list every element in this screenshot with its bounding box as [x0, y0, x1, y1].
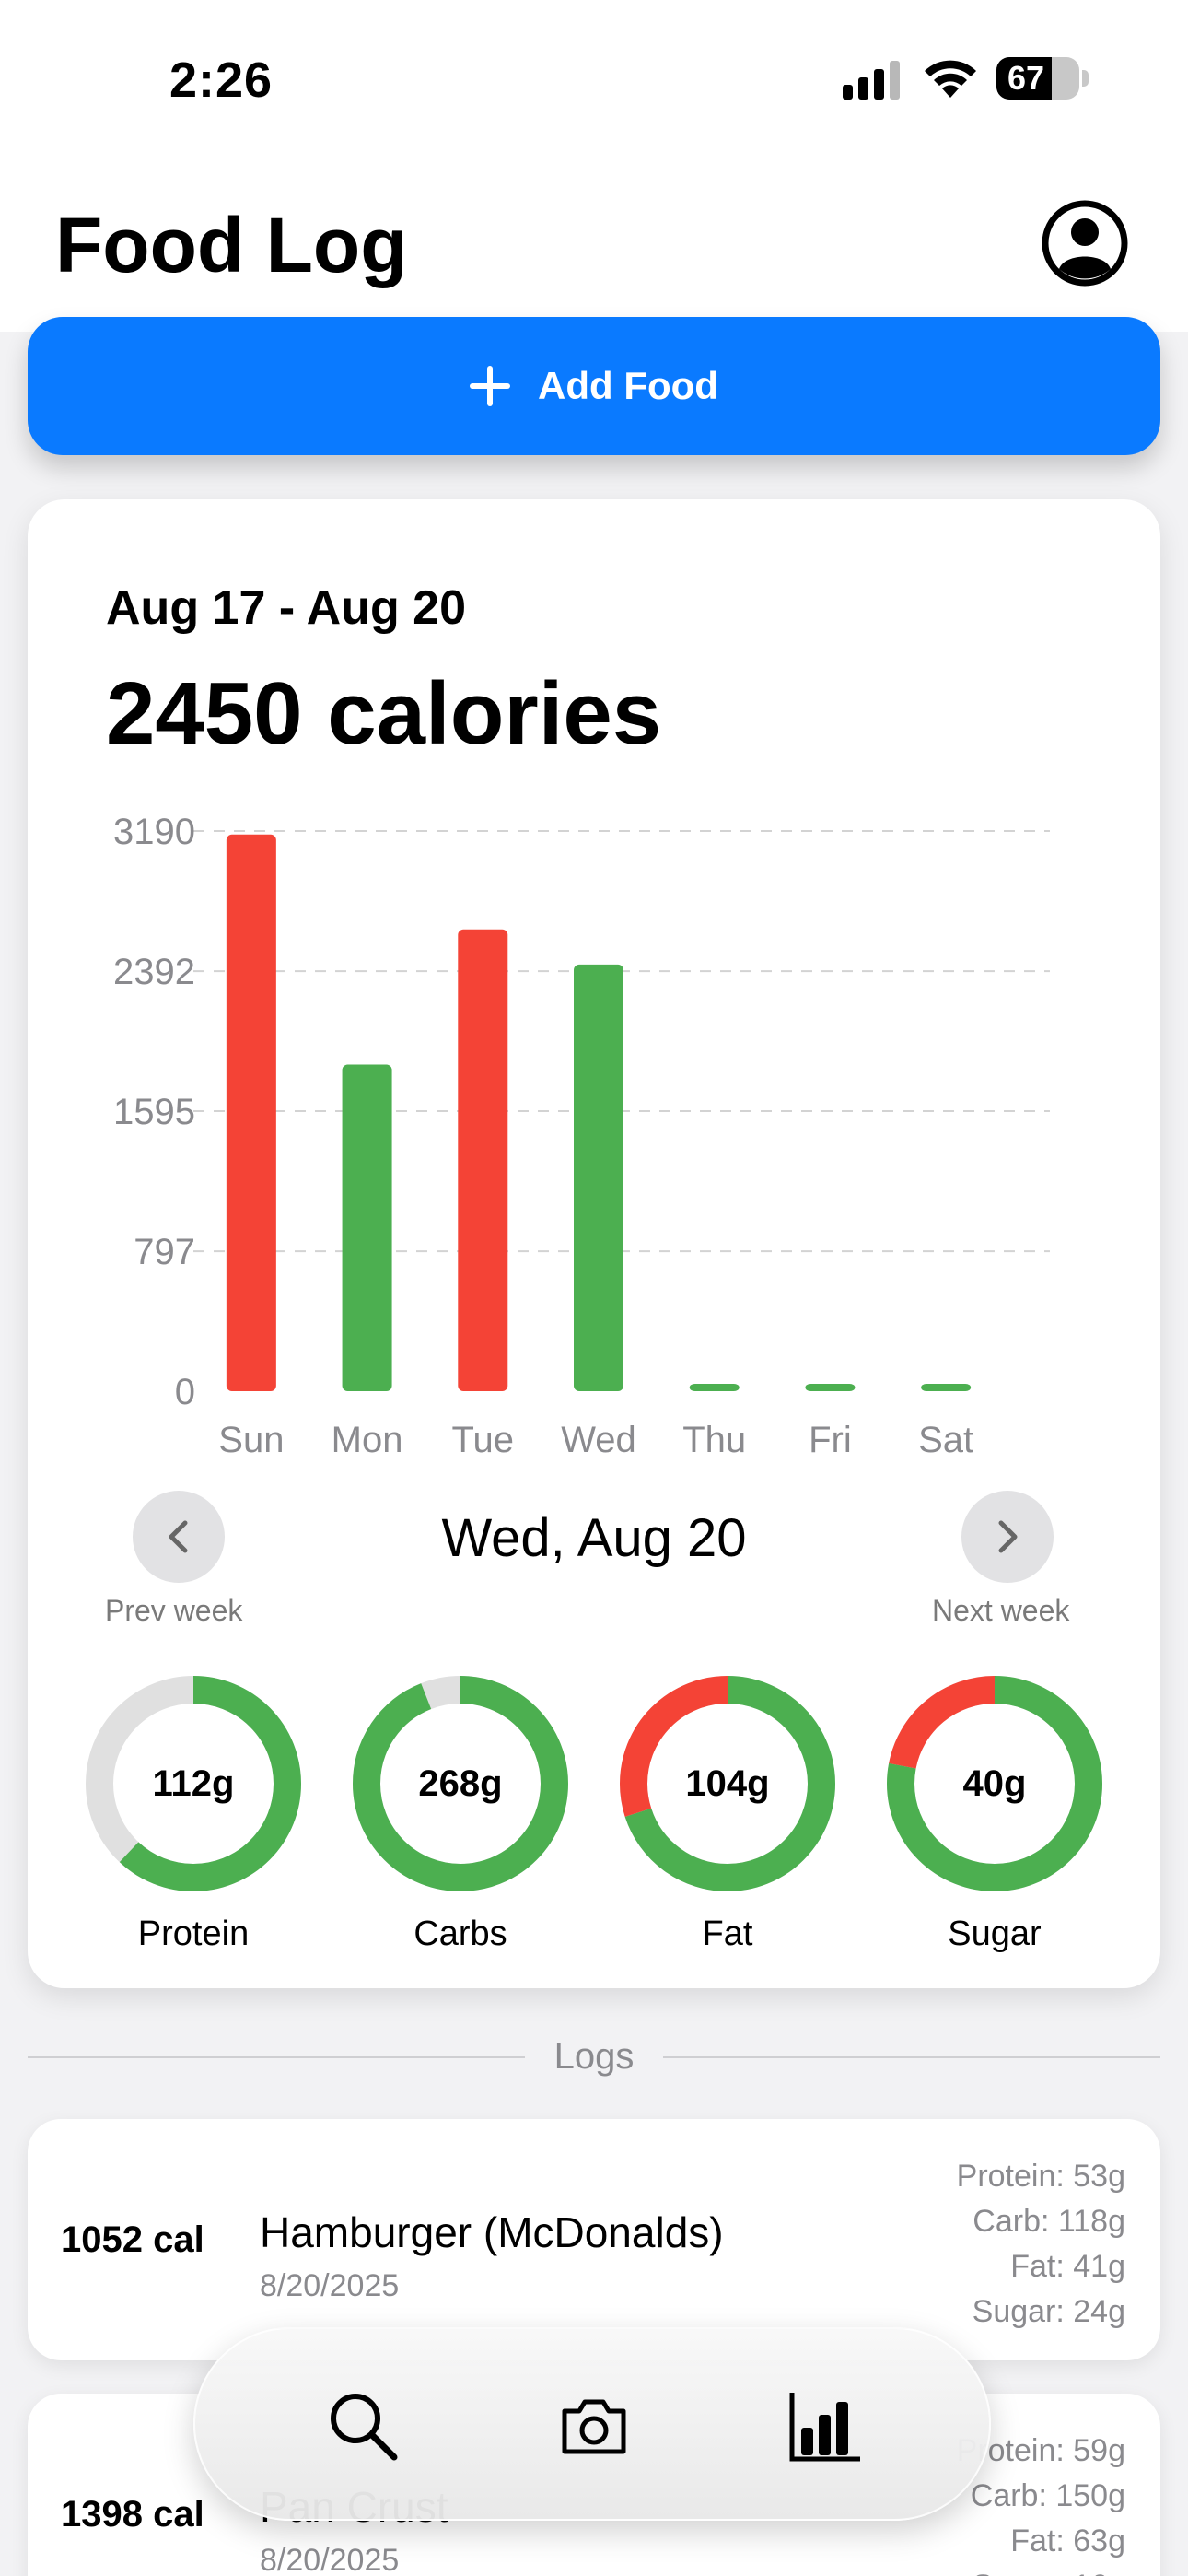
x-tick-label: Fri [809, 1420, 852, 1460]
x-tick-label: Mon [332, 1420, 403, 1460]
log-sugar: Sugar: 24g [972, 2294, 1125, 2329]
ring-progress [86, 1676, 301, 1891]
x-tick-label: Sun [218, 1420, 284, 1460]
ring-over [887, 1676, 1102, 1891]
page-title: Food Log [55, 202, 408, 288]
next-week-label: Next week [932, 1594, 1070, 1627]
carbs-ring: 268g [350, 1673, 571, 1894]
log-carb: Carb: 118g [973, 2204, 1125, 2239]
calorie-bar-chart: 0 797 1595 2392 3190 Sun Mon Tue Wed Thu Fri Sat [113, 812, 1050, 1460]
y-tick-label: 1595 [113, 1092, 195, 1132]
log-food-name: Hamburger (McDonalds) [260, 2208, 724, 2256]
x-tick-label: Tue [452, 1420, 514, 1460]
log-calories: 1052 cal [61, 2219, 204, 2260]
camera-icon [562, 2399, 626, 2454]
divider-line-left [28, 2056, 525, 2058]
add-food-label: Add Food [538, 364, 718, 407]
log-sugar: Sugar: 16g [957, 2564, 1125, 2576]
add-food-button[interactable]: Add Food [28, 317, 1160, 455]
protein-label: Protein [137, 1914, 250, 1953]
logs-heading: Logs [553, 2036, 635, 2077]
log-macros: Protein: 53g Carb: 118g Fat: 41g Sugar: … [957, 2154, 1125, 2335]
bar-wed[interactable] [574, 964, 623, 1391]
chevron-right-icon [998, 1520, 1018, 1553]
y-tick-label: 0 [175, 1372, 195, 1412]
logs-divider: Logs [28, 2036, 1160, 2077]
bottom-tab-bar [193, 2327, 991, 2521]
log-protein: Protein: 53g [956, 2159, 1125, 2194]
bar-thu[interactable] [689, 1384, 740, 1391]
bar-sat[interactable] [921, 1384, 972, 1391]
sugar-value: 40g [962, 1763, 1027, 1804]
y-tick-label: 3190 [113, 812, 195, 852]
date-range: Aug 17 - Aug 20 [106, 581, 467, 635]
bar-tue[interactable] [458, 929, 508, 1391]
protein-ring: 112g [83, 1673, 304, 1894]
header: Food Log [0, 157, 1188, 332]
log-calories: 1398 cal [61, 2493, 204, 2535]
log-date: 8/20/2025 [260, 2268, 400, 2303]
sugar-label: Sugar [948, 1914, 1042, 1953]
log-fat: Fat: 41g [1010, 2249, 1125, 2284]
prev-week-label: Prev week [105, 1594, 243, 1627]
bar-sun[interactable] [226, 834, 276, 1391]
status-time: 2:26 [169, 53, 274, 108]
battery-fill [996, 57, 1053, 100]
ring-progress [353, 1676, 568, 1891]
carbs-label: Carbs [413, 1914, 507, 1953]
bar-mon[interactable] [342, 1064, 392, 1391]
x-tick-label: Sat [918, 1420, 973, 1460]
y-tick-label: 2392 [113, 952, 195, 992]
chevron-left-icon [169, 1520, 188, 1553]
x-tick-label: Thu [682, 1420, 746, 1460]
bar-fri[interactable] [805, 1384, 856, 1391]
protein-value: 112g [152, 1763, 235, 1804]
search-icon [331, 2394, 398, 2461]
profile-icon[interactable] [1041, 199, 1129, 287]
log-date: 8/20/2025 [260, 2543, 400, 2576]
selected-date: Wed, Aug 20 [441, 1508, 747, 1568]
divider-line-right [663, 2056, 1160, 2058]
tab-stats[interactable] [779, 2380, 871, 2472]
ring-over [620, 1676, 835, 1891]
log-entry[interactable]: 1052 cal Hamburger (McDonalds) 8/20/2025… [28, 2119, 1160, 2360]
wifi-icon [925, 60, 976, 98]
battery-icon: 67 [996, 57, 1079, 100]
plus-icon [470, 366, 511, 406]
battery-tip [1082, 70, 1089, 87]
fat-ring: 104g [617, 1673, 838, 1894]
log-fat: Fat: 63g [1010, 2523, 1125, 2558]
log-carb: Carb: 150g [970, 2478, 1125, 2513]
fat-value: 104g [685, 1763, 770, 1804]
battery-level: 67 [1007, 59, 1045, 97]
tab-camera[interactable] [548, 2380, 640, 2472]
status-bar: 2:26 67 [0, 0, 1188, 157]
sugar-ring: 40g [884, 1673, 1105, 1894]
next-week-button[interactable] [961, 1491, 1054, 1583]
carbs-value: 268g [418, 1763, 503, 1804]
y-tick-label: 797 [134, 1232, 195, 1272]
total-calories: 2450 calories [106, 664, 662, 763]
weekly-summary-card: Aug 17 - Aug 20 2450 calories 0 797 1595 23… [28, 499, 1160, 1988]
x-tick-label: Wed [561, 1420, 636, 1460]
cellular-signal-icon [843, 61, 900, 100]
fat-label: Fat [702, 1914, 753, 1953]
prev-week-button[interactable] [133, 1491, 225, 1583]
tab-search[interactable] [317, 2380, 409, 2472]
bar-chart-icon [789, 2393, 860, 2462]
